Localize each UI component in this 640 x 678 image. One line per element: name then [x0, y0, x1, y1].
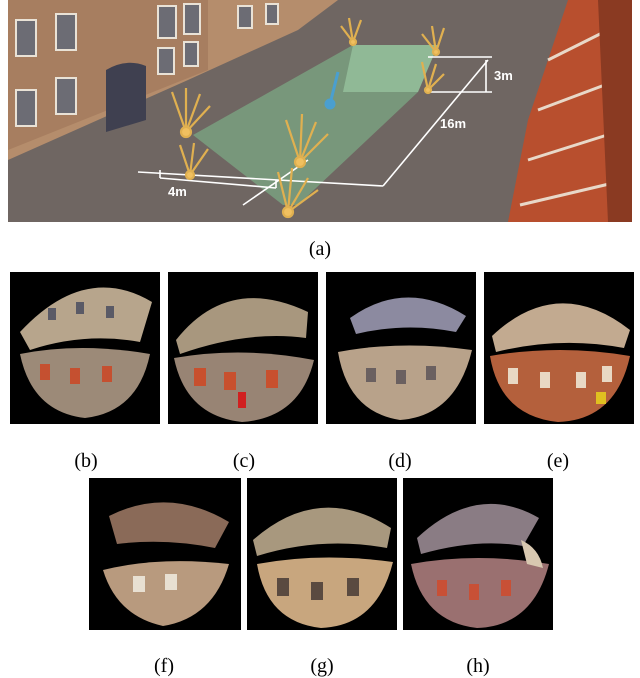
fisheye-image-f [103, 502, 229, 626]
caption-c: (c) [232, 450, 256, 472]
fisheye-image-h [411, 503, 549, 628]
fisheye-image-c [174, 298, 314, 422]
panorama-panel-b [10, 272, 160, 424]
caption-g: (g) [310, 655, 334, 677]
fisheye-image-b [20, 287, 152, 418]
fisheye-image-e [490, 303, 630, 422]
panorama-panel-e [484, 272, 634, 424]
caption-b: (b) [74, 450, 98, 472]
caption-d: (d) [388, 450, 412, 472]
caption-a: (a) [308, 238, 332, 260]
caption-h: (h) [466, 655, 490, 677]
panorama-panel-f [89, 478, 241, 630]
street-scene-figure: 4m 16m 3m [8, 0, 632, 222]
panorama-panel-d [326, 272, 476, 424]
street-scene-illustration: 4m 16m 3m [8, 0, 632, 222]
height-label: 3m [494, 68, 513, 83]
fisheye-image-d [338, 297, 472, 420]
caption-f: (f) [154, 655, 174, 677]
fisheye-image-g [253, 507, 393, 628]
length-label: 16m [440, 116, 466, 131]
caption-e: (e) [546, 450, 570, 472]
panorama-panel-c [168, 272, 318, 424]
panorama-panel-g [247, 478, 397, 630]
panorama-panel-h [403, 478, 553, 630]
width-label: 4m [168, 184, 187, 199]
